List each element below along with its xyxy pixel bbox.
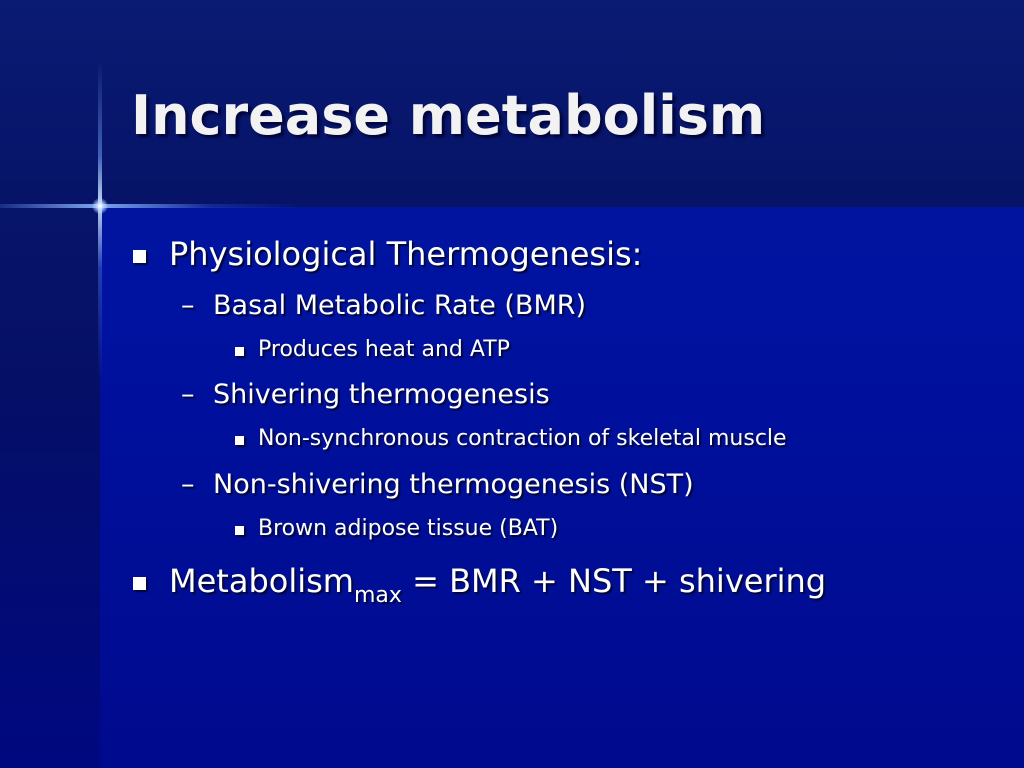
- dash-marker: –: [181, 290, 195, 321]
- bullet-square-icon: [133, 577, 146, 590]
- detail-produces-heat: Produces heat and ATP: [258, 337, 510, 362]
- detail-brown-adipose: Brown adipose tissue (BAT): [258, 516, 559, 541]
- slide-title: Increase metabolism: [131, 84, 766, 147]
- metabolism-label: Metabolism: [169, 562, 354, 600]
- bullet-square-icon: [133, 250, 146, 263]
- bullet-square-icon: [235, 526, 244, 535]
- detail-non-synchronous: Non-synchronous contraction of skeletal …: [258, 426, 787, 451]
- max-subscript: max: [353, 583, 402, 608]
- bullet-physiological-thermogenesis: Physiological Thermogenesis:: [169, 235, 643, 273]
- sub-bullet-bmr: Basal Metabolic Rate (BMR): [213, 290, 587, 321]
- metabolism-equation: = BMR + NST + shivering: [401, 562, 827, 600]
- sub-bullet-nst: Non-shivering thermogenesis (NST): [213, 469, 694, 500]
- vertical-glow-line: [98, 60, 102, 380]
- horizontal-glow-line: [0, 204, 300, 208]
- dash-marker: –: [181, 469, 195, 500]
- bullet-square-icon: [235, 436, 244, 445]
- bullet-metabolism-max: Metabolismmax = BMR + NST + shivering: [169, 561, 827, 607]
- dash-marker: –: [181, 379, 195, 410]
- sub-bullet-shivering: Shivering thermogenesis: [213, 379, 550, 410]
- top-decor-band: [0, 0, 1024, 207]
- bullet-square-icon: [235, 347, 244, 356]
- star-flare-icon: [92, 198, 108, 214]
